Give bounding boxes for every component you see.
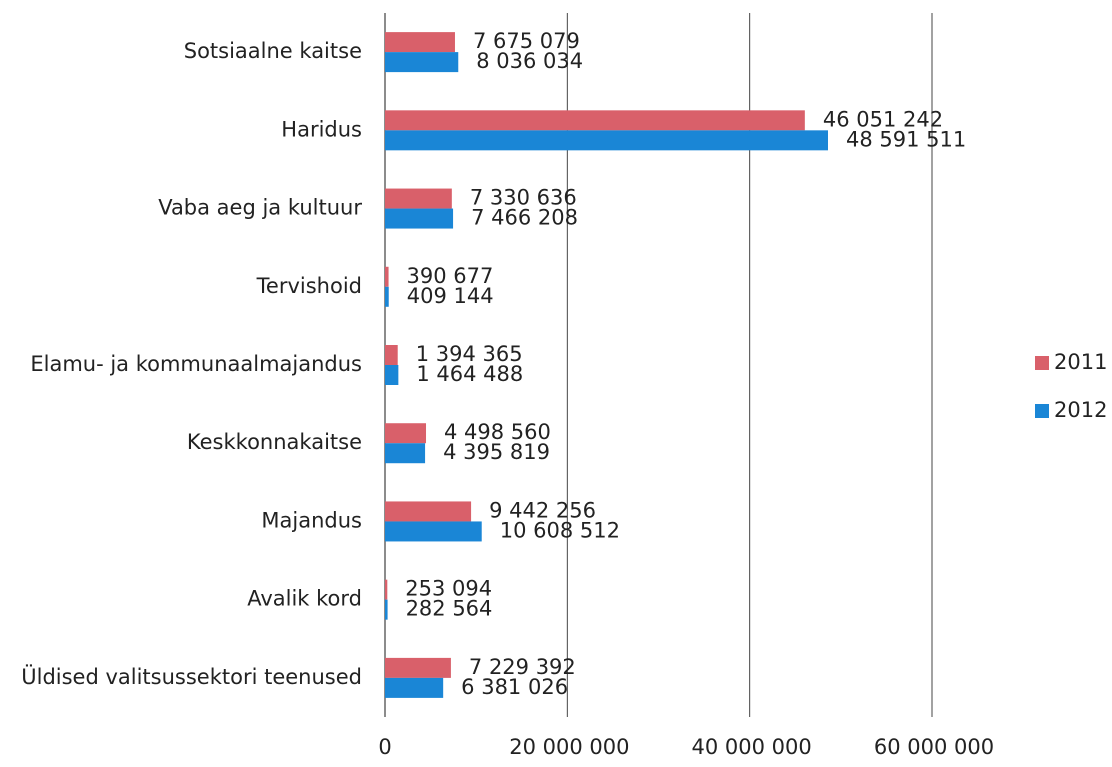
bar <box>385 657 451 678</box>
bar <box>385 266 389 287</box>
bar <box>385 579 388 600</box>
x-tick-label: 20 000 000 <box>509 735 629 759</box>
value-label: 1 394 365 <box>416 342 523 366</box>
value-label: 48 591 511 <box>846 127 966 151</box>
value-label: 390 677 <box>407 264 494 288</box>
value-label: 46 051 242 <box>823 107 943 131</box>
value-label: 4 395 819 <box>443 440 550 464</box>
value-label: 7 675 079 <box>473 29 580 53</box>
value-label: 8 036 034 <box>476 49 583 73</box>
value-label: 6 381 026 <box>461 675 568 699</box>
bar <box>385 345 398 365</box>
value-label: 7 330 636 <box>470 186 577 210</box>
bar <box>385 443 426 464</box>
bar <box>385 286 389 307</box>
x-tick-label: 0 <box>378 735 391 759</box>
x-tick-label: 60 000 000 <box>874 735 994 759</box>
bar <box>385 110 805 131</box>
value-label: 7 466 208 <box>471 206 578 230</box>
y-tick-label: Haridus <box>281 117 362 141</box>
y-tick-label: Majandus <box>261 508 362 532</box>
legend-label: 2012 <box>1054 398 1107 422</box>
value-label: 10 608 512 <box>500 518 620 542</box>
y-tick-label: Elamu- ja kommunaalmajandus <box>30 352 362 376</box>
bar <box>385 130 828 151</box>
y-tick-label: Sotsiaalne kaitse <box>184 39 362 63</box>
value-label: 7 229 392 <box>469 655 576 679</box>
bar <box>385 677 444 698</box>
y-tick-label: Keskkonnakaitse <box>187 430 362 454</box>
bar <box>385 188 452 209</box>
bar <box>385 521 482 542</box>
value-label: 282 564 <box>406 597 493 621</box>
bar <box>385 365 399 385</box>
legend-swatch <box>1035 356 1049 370</box>
bar <box>385 501 472 522</box>
legend-label: 2011 <box>1054 350 1107 374</box>
y-tick-label: Tervishoid <box>256 274 362 298</box>
bar <box>385 423 427 444</box>
y-tick-label: Avalik kord <box>247 587 362 611</box>
bar <box>385 208 454 229</box>
bar <box>385 599 388 620</box>
value-label: 9 442 256 <box>489 498 596 522</box>
bar <box>385 32 455 53</box>
value-label: 409 144 <box>407 284 494 308</box>
value-label: 4 498 560 <box>444 420 551 444</box>
y-tick-label: Üldised valitsussektori teenused <box>21 664 362 689</box>
value-label: 253 094 <box>405 577 492 601</box>
x-tick-label: 40 000 000 <box>692 735 812 759</box>
bar <box>385 52 459 73</box>
legend-swatch <box>1035 404 1049 418</box>
y-tick-label: Vaba aeg ja kultuur <box>158 196 362 220</box>
value-label: 1 464 488 <box>416 362 523 386</box>
